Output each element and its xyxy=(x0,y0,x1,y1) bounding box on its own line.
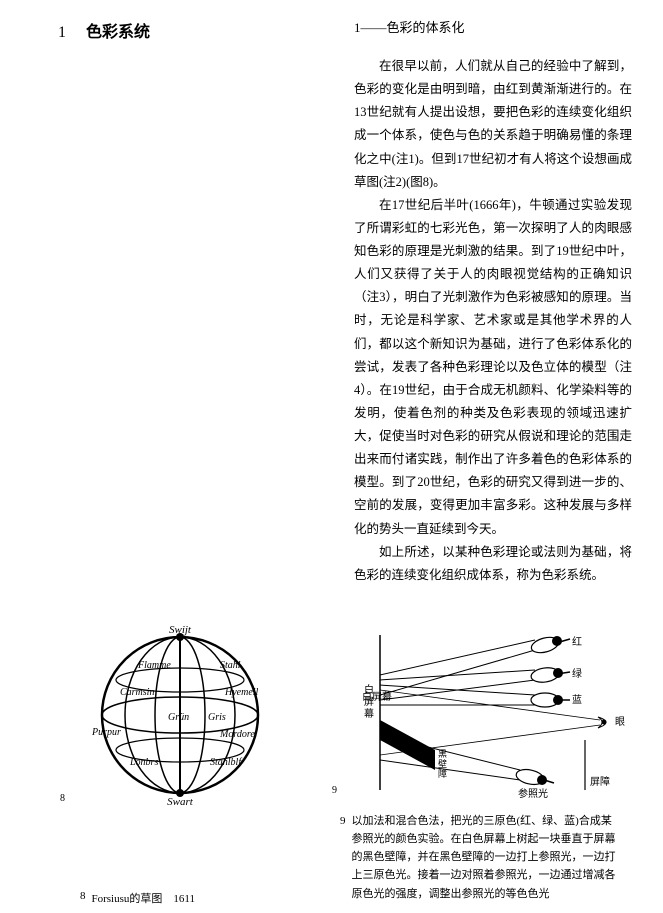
label-top: Swijt xyxy=(169,625,192,636)
label-reference: 参照光 xyxy=(518,787,548,800)
figure-8-caption-num: 8 xyxy=(80,890,86,906)
figure-9-caption: 9 以加法和混合色法，把光的三原色(红、绿、蓝)合成某参照光的颜色实验。在白色屏… xyxy=(340,812,618,903)
label-red: 红 xyxy=(572,635,582,648)
figure-8-caption-text: Forsiusu的草图 1611 xyxy=(92,890,196,906)
label-r5: Stahlblf xyxy=(210,757,242,768)
figure-9-number: 9 xyxy=(332,785,337,796)
label-blue: 蓝 xyxy=(572,694,582,706)
paragraph-2: 在17世纪后半叶(1666年)，牛顿通过实验发现了所谓彩虹的七彩光色，第一次探明… xyxy=(354,194,632,541)
figure-9: 9 白屏幕 白 屏 幕 黑 壁 障 红 xyxy=(340,625,630,805)
svg-text:白: 白 xyxy=(364,683,374,696)
lamp-red xyxy=(380,635,570,695)
figure-9-diagram: 白屏幕 白 屏 幕 黑 壁 障 红 xyxy=(340,625,630,800)
label-r3: Gris xyxy=(208,712,226,723)
label-l2: Carmsin xyxy=(120,687,154,698)
figure-8: 8 Swijt Swart Flamme Stahl Carmsin Hyeme… xyxy=(60,625,300,810)
label-r1: Stahl xyxy=(220,660,241,671)
figure-9-caption-num: 9 xyxy=(340,812,346,903)
chapter-title: 色彩系统 xyxy=(86,18,150,42)
body-text: 在很早以前，人们就从自己的经验中了解到，色彩的变化是由明到暗，由红到黄渐渐进行的… xyxy=(354,55,632,587)
label-r4: Mordore xyxy=(219,729,255,740)
label-green: 绿 xyxy=(572,667,582,680)
svg-text:幕: 幕 xyxy=(364,707,374,720)
label-bottom: Swart xyxy=(167,796,194,805)
figure-8-caption: 8 Forsiusu的草图 1611 xyxy=(80,890,195,906)
paragraph-1: 在很早以前，人们就从自己的经验中了解到，色彩的变化是由明到暗，由红到黄渐渐进行的… xyxy=(354,55,632,194)
chapter-number: 1 xyxy=(58,24,66,42)
figure-8-sphere: Swijt Swart Flamme Stahl Carmsin Hyemell… xyxy=(60,625,300,805)
section-header: 1——色彩的体系化 xyxy=(354,17,465,36)
figure-8-number: 8 xyxy=(60,793,65,804)
label-eye: 眼 xyxy=(615,716,625,728)
label-l1: Flamme xyxy=(137,660,171,671)
svg-text:壁: 壁 xyxy=(438,758,447,769)
label-r2: Hyemell xyxy=(224,687,259,698)
label-l5: Lonbrs xyxy=(129,757,158,768)
paragraph-3: 如上所述，以某种色彩理论或法则为基础，将色彩的连续变化组织成体系，称为色彩系统。 xyxy=(354,541,632,587)
label-l3: Grün xyxy=(168,712,189,723)
svg-text:屏: 屏 xyxy=(364,696,374,708)
figure-9-caption-text: 以加法和混合色法，把光的三原色(红、绿、蓝)合成某参照光的颜色实验。在白色屏幕上… xyxy=(352,812,619,903)
label-barrier2: 屏障 xyxy=(590,775,610,788)
figures-row: 8 Swijt Swart Flamme Stahl Carmsin Hyeme… xyxy=(60,625,630,810)
label-l4: Purpur xyxy=(91,727,121,738)
page-header: 1 色彩系统 xyxy=(58,18,150,42)
